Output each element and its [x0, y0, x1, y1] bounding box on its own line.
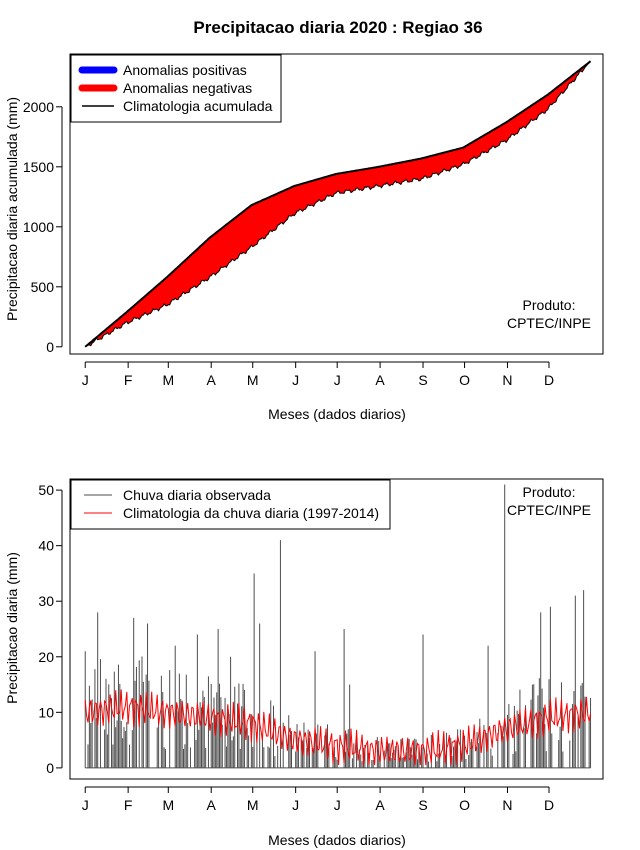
x-tick-label-bottom: J: [292, 797, 299, 813]
x-tick-label-bottom: S: [418, 797, 427, 813]
x-tick-label-top: D: [544, 372, 554, 388]
x-tick-label-top: M: [162, 372, 174, 388]
product-label-bottom-line2: CPTEC/INPE: [507, 502, 591, 518]
legend-box-bottom: [70, 479, 391, 530]
x-tick-label-bottom: J: [334, 797, 341, 813]
x-tick-label-bottom: N: [502, 797, 512, 813]
x-tick-label-top: F: [124, 372, 133, 388]
product-label-top-line1: Produto:: [523, 297, 576, 313]
y-tick-label-bottom: 20: [38, 649, 54, 665]
x-tick-label-top: J: [82, 372, 89, 388]
y-tick-label-bottom: 10: [38, 704, 54, 720]
x-tick-label-bottom: A: [207, 797, 217, 813]
x-tick-label-top: M: [247, 372, 259, 388]
x-tick-label-top: J: [334, 372, 341, 388]
x-axis-label-top: Meses (dados diarios): [268, 406, 406, 422]
plot-frame-top: [69, 53, 604, 355]
plot-frame-bottom: [69, 478, 604, 780]
legend-label-positive: Anomalias positivas: [123, 62, 247, 78]
y-axis-top: 0 500 1000 1500 2000: [23, 99, 63, 355]
y-tick-label-top: 2000: [23, 99, 54, 115]
legend-label-negative: Anomalias negativas: [123, 80, 252, 96]
y-axis-label-top: Precipitacao diaria acumulada (mm): [4, 97, 20, 321]
y-axis-bottom: 0 10 20 30 40 50: [38, 482, 63, 776]
legend-label-observed: Chuva diaria observada: [123, 487, 271, 503]
legend-top: Anomalias positivas Anomalias negativas …: [70, 54, 282, 123]
product-label-top-line2: CPTEC/INPE: [507, 315, 591, 331]
daily-chart: 0 10 20 30 40 50 J F M A M J J A S O N D Meses (dados di…: [4, 478, 604, 848]
legend-label-climatology: Climatologia acumulada: [123, 98, 273, 114]
climatology-cumulative-line: [84, 60, 592, 348]
y-tick-label-top: 1000: [23, 219, 54, 235]
cumulative-chart: 0 500 1000 1500 2000 J F M A M J J A S O N D Meses (dad…: [4, 53, 604, 422]
x-tick-label-bottom: J: [82, 797, 89, 813]
y-tick-label-bottom: 30: [38, 593, 54, 609]
x-tick-label-bottom: D: [544, 797, 554, 813]
y-tick-label-bottom: 50: [38, 482, 54, 498]
y-tick-label-bottom: 40: [38, 538, 54, 554]
x-tick-label-bottom: M: [162, 797, 174, 813]
y-tick-label-top: 500: [31, 279, 55, 295]
x-tick-label-bottom: O: [459, 797, 470, 813]
product-label-bottom-line1: Produto:: [523, 484, 576, 500]
x-tick-label-top: A: [207, 372, 217, 388]
x-axis-label-bottom: Meses (dados diarios): [268, 832, 406, 848]
chart-title: Precipitacao diaria 2020 : Regiao 36: [193, 18, 482, 37]
x-tick-label-top: S: [418, 372, 427, 388]
climatology-daily-line: [84, 689, 591, 766]
legend-label-climatology-daily: Climatologia da chuva diaria (1997-2014): [123, 505, 379, 521]
x-tick-label-top: A: [375, 372, 385, 388]
x-tick-label-top: N: [502, 372, 512, 388]
y-axis-label-bottom: Precipitacao diaria (mm): [4, 552, 20, 704]
legend-bottom: Chuva diaria observada Climatologia da c…: [70, 479, 391, 530]
x-tick-label-bottom: M: [247, 797, 259, 813]
y-tick-label-top: 0: [46, 339, 54, 355]
y-tick-label-bottom: 0: [46, 760, 54, 776]
x-tick-label-bottom: A: [375, 797, 385, 813]
x-tick-label-top: O: [459, 372, 470, 388]
y-tick-label-top: 1500: [23, 159, 54, 175]
x-tick-label-bottom: F: [124, 797, 133, 813]
x-tick-label-top: J: [292, 372, 299, 388]
observed-cumulative-line: [84, 60, 591, 348]
